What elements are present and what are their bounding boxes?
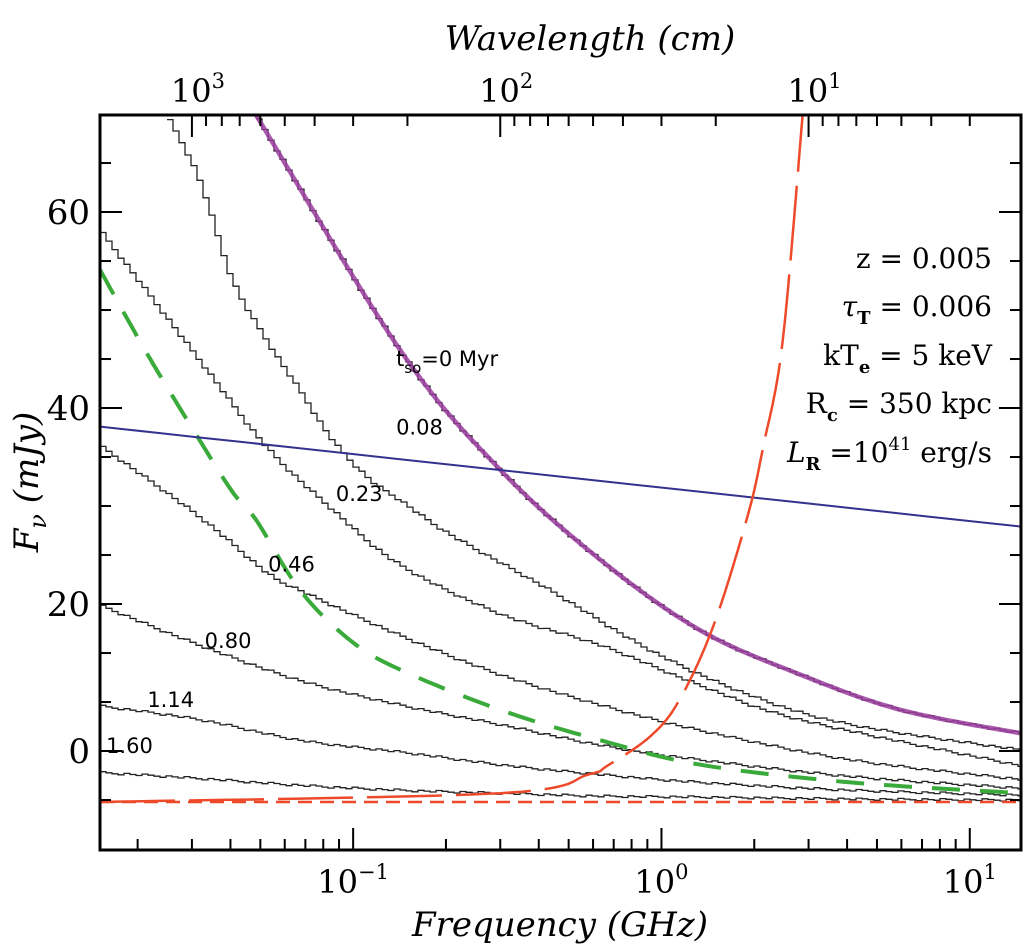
annotation-value: = 0.006: [871, 290, 992, 323]
x-tick-label: 10−1: [317, 860, 389, 901]
x-tick-label-exponent: −1: [358, 860, 389, 884]
curve-label-main: t: [396, 347, 404, 371]
curve-label-t0: tso=0 Myr: [396, 347, 498, 377]
x-tick-label-exponent: 1: [983, 860, 996, 884]
curve-label-t008: 0.08: [396, 415, 443, 439]
annotation-units: erg/s: [911, 436, 992, 469]
annotation-value: = 5 keV: [870, 339, 993, 372]
curves-layer: [100, 115, 1021, 804]
annotation-z: z = 0.005: [856, 242, 992, 275]
plot-frame: [98, 113, 1023, 852]
annotation-symbol: τ: [842, 290, 858, 323]
series-red-long-dashed-line: [100, 115, 804, 804]
series-green-dashed-line: [100, 268, 1021, 796]
curve-label-t160: 1.60: [106, 734, 153, 758]
annotation-symbol: L: [786, 436, 806, 469]
annotation-superscript: 41: [889, 434, 912, 455]
series-0-23-line: [100, 231, 1021, 768]
y-tick-label: 20: [47, 585, 90, 625]
y-axis-title-units: (mJy): [7, 412, 47, 514]
x-tick-label-base: 10: [317, 863, 358, 901]
top-x-tick-label-base: 10: [788, 72, 829, 110]
y-axis-title: Fν (mJy): [7, 412, 52, 554]
y-tick-label: 60: [47, 193, 90, 233]
series-t-so-0-myr-model-line: [256, 118, 1021, 734]
annotation-subscript: R: [806, 454, 822, 475]
x-tick-label-base: 10: [943, 863, 984, 901]
x-tick-label-exponent: 0: [675, 860, 688, 884]
top-x-tick-label: 101: [788, 69, 842, 110]
annotation-subscript: c: [827, 405, 838, 426]
series-t-so-0-myr-fit-line: [254, 115, 1021, 736]
axes-layer: [98, 113, 1023, 852]
top-x-tick-label: 102: [479, 69, 533, 110]
curve-label-t114: 1.14: [147, 688, 194, 712]
top-x-tick-label: 103: [171, 69, 225, 110]
annotation-value-base: =10: [821, 436, 889, 469]
curve-label-rest: =0 Myr: [421, 347, 498, 371]
series-blue-line-line: [100, 425, 1021, 528]
x-tick-label: 101: [943, 860, 997, 901]
annotation-subscript: e: [859, 357, 870, 378]
series-0-08-line: [167, 118, 1021, 752]
annotation-value: = 350 kpc: [838, 387, 992, 420]
annotation-kte: kTe = 5 keV: [823, 339, 993, 378]
curve-label-t080: 0.80: [205, 629, 252, 653]
curve-label-sub: so: [404, 359, 421, 377]
series-1-14-line: [100, 704, 1021, 797]
x-axis-title: Frequency (GHz): [411, 905, 708, 945]
curve-label-t046: 0.46: [268, 553, 315, 577]
top-x-tick-label-base: 10: [171, 72, 212, 110]
curve-label-t023: 0.23: [336, 482, 383, 506]
annotation-rc: Rc = 350 kpc: [806, 387, 992, 426]
series-1-60-line: [100, 771, 1021, 802]
y-axis-title-symbol: F: [7, 527, 47, 553]
annotation-lr: LR =1041 erg/s: [786, 434, 992, 475]
series-0-80-line: [100, 604, 1021, 790]
top-x-axis-title: Wavelength (cm): [445, 19, 735, 59]
plot-region: [100, 115, 1021, 804]
annotation-tau: τT = 0.006: [842, 290, 992, 329]
y-tick-label: 40: [47, 389, 90, 429]
svg-text:Fν (mJy): Fν (mJy): [7, 412, 52, 554]
y-axis-title-subscript: ν: [24, 514, 52, 529]
y-tick-label: 0: [68, 732, 90, 772]
annotation-symbol: R: [806, 387, 828, 420]
annotation-symbol: kT: [823, 339, 859, 372]
x-tick-label-base: 10: [634, 863, 675, 901]
top-x-tick-label-exponent: 2: [520, 69, 533, 93]
series-0-46-line: [100, 445, 1021, 781]
top-x-tick-label-exponent: 3: [212, 69, 225, 93]
top-x-tick-label-base: 10: [479, 72, 520, 110]
x-tick-label: 100: [634, 860, 688, 901]
top-x-tick-label-exponent: 1: [828, 69, 841, 93]
annotation-subscript: T: [857, 308, 871, 329]
